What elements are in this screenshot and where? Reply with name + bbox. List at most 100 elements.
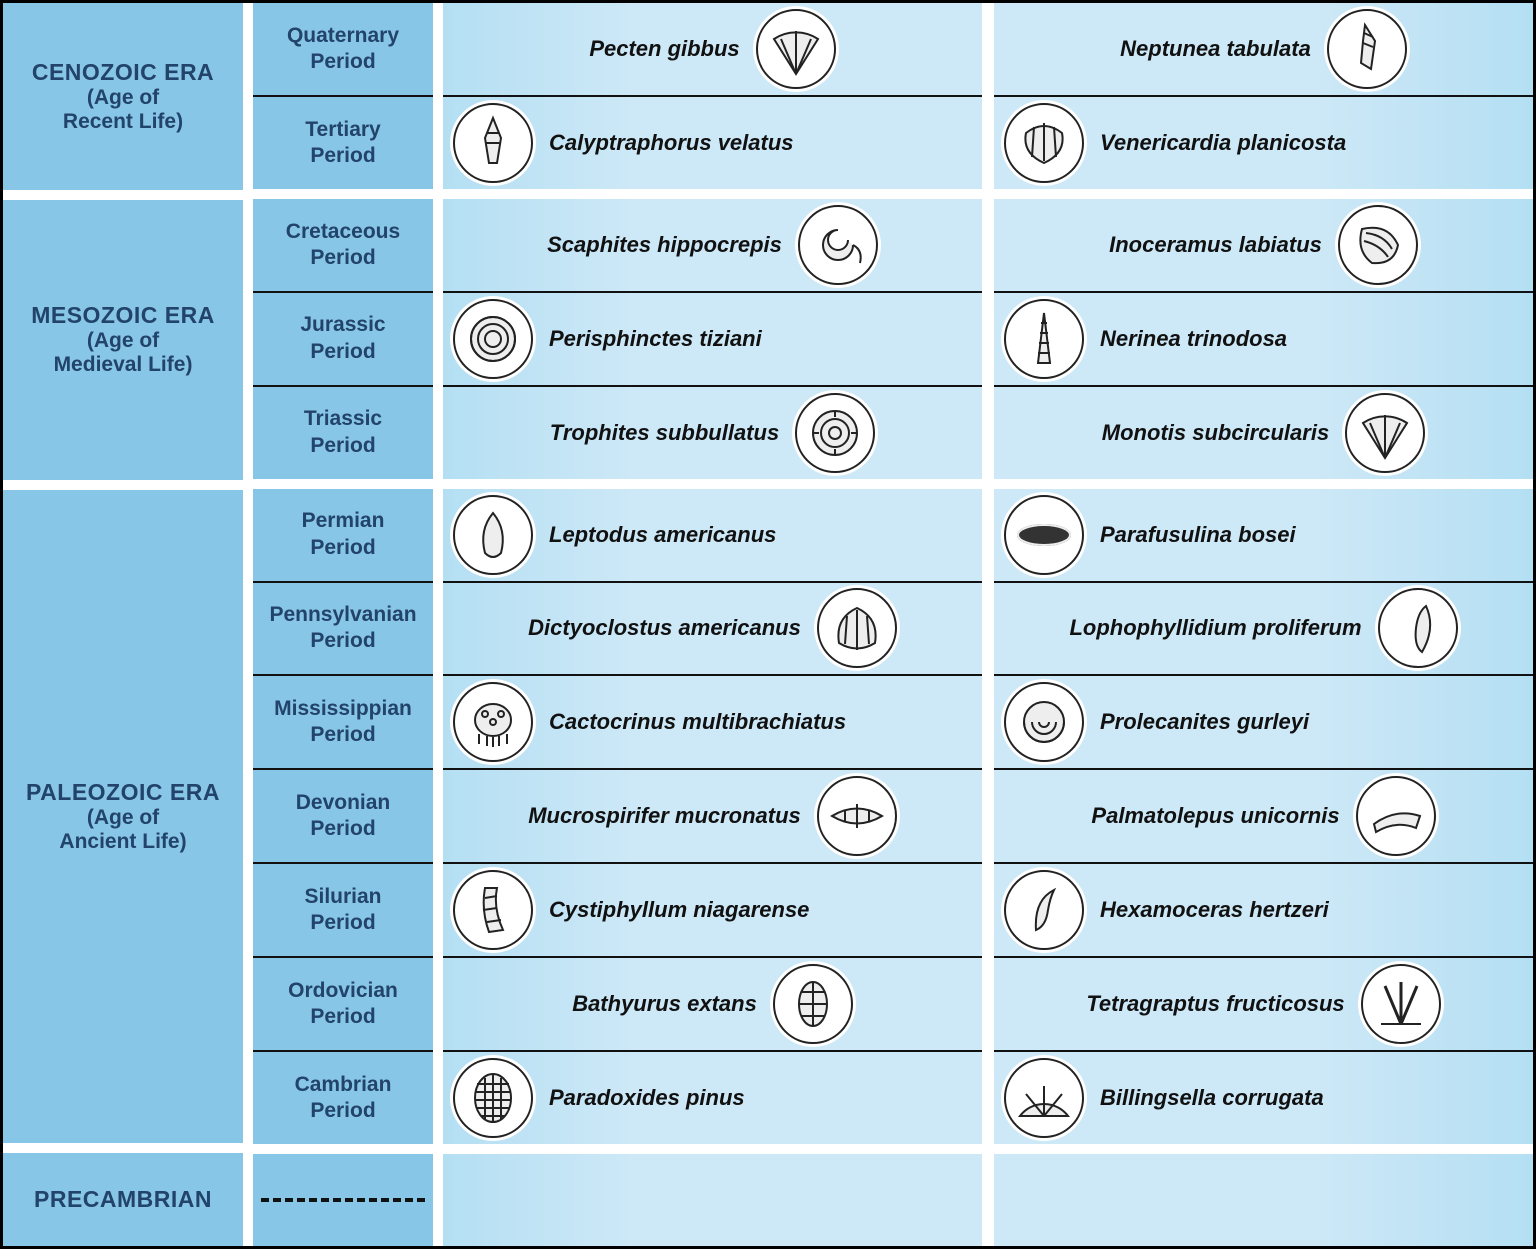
fossil-row: Hexamoceras hertzeri bbox=[994, 864, 1533, 958]
fossil-name: Paradoxides pinus bbox=[549, 1085, 745, 1111]
fossil-icon-clam bbox=[1004, 103, 1084, 183]
fossil-row: Prolecanites gurleyi bbox=[994, 676, 1533, 770]
fossil-icon-curved-horn bbox=[1004, 870, 1084, 950]
fossil-name: Trophites subbullatus bbox=[550, 420, 779, 446]
period-name: CambrianPeriod bbox=[295, 1072, 392, 1125]
fossil-row: Nerinea trinodosa bbox=[994, 293, 1533, 387]
period-name: MississippianPeriod bbox=[274, 696, 412, 749]
fossil-row: Paradoxides pinus bbox=[443, 1052, 982, 1154]
fossil-icon-brachiopod bbox=[817, 588, 897, 668]
fossil-name: Leptodus americanus bbox=[549, 522, 776, 548]
period-name: TertiaryPeriod bbox=[305, 117, 380, 170]
fossil-icon-ammonite bbox=[453, 299, 533, 379]
period-column: QuaternaryPeriod TertiaryPeriod Cretaceous… bbox=[243, 3, 443, 1246]
fossil-name: Inoceramus labiatus bbox=[1109, 232, 1322, 258]
fossil-row: Inoceramus labiatus bbox=[994, 199, 1533, 293]
era-column: CENOZOIC ERA(Age ofRecent Life) MESOZOIC … bbox=[3, 3, 243, 1246]
fossil-row: Neptunea tabulata bbox=[994, 3, 1533, 97]
fossil-row bbox=[994, 1154, 1533, 1246]
period-block: DevonianPeriod bbox=[253, 770, 433, 864]
fossil-row: Leptodus americanus bbox=[443, 489, 982, 583]
fossil-icon-whelk bbox=[1327, 9, 1407, 89]
period-block: PennsylvanianPeriod bbox=[253, 583, 433, 677]
fossil-row: Calyptraphorus velatus bbox=[443, 97, 982, 199]
fossil-name: Calyptraphorus velatus bbox=[549, 130, 794, 156]
period-block: PermianPeriod bbox=[253, 489, 433, 583]
fossil-name: Cystiphyllum niagarense bbox=[549, 897, 809, 923]
fossil-icon-wing-shell bbox=[817, 776, 897, 856]
era-block: PALEOZOIC ERA(Age ofAncient Life) bbox=[3, 490, 243, 1153]
period-name: QuaternaryPeriod bbox=[287, 23, 399, 76]
fossil-icon-fusulinid bbox=[1004, 495, 1084, 575]
era-block: MESOZOIC ERA(Age ofMedieval Life) bbox=[3, 200, 243, 490]
fossil-name: Hexamoceras hertzeri bbox=[1100, 897, 1329, 923]
fossil-icon-crinoid bbox=[453, 682, 533, 762]
fossil-name: Prolecanites gurleyi bbox=[1100, 709, 1309, 735]
fossil-name: Perisphinctes tiziani bbox=[549, 326, 762, 352]
fossil-name: Neptunea tabulata bbox=[1120, 36, 1311, 62]
period-name: SilurianPeriod bbox=[304, 884, 381, 937]
fossil-row: Palmatolepus unicornis bbox=[994, 770, 1533, 864]
period-block: CambrianPeriod bbox=[253, 1052, 433, 1154]
period-name: JurassicPeriod bbox=[300, 312, 385, 365]
era-name: CENOZOIC ERA bbox=[32, 59, 214, 86]
fossil-row: Scaphites hippocrepis bbox=[443, 199, 982, 293]
fossil-row: Dictyoclostus americanus bbox=[443, 583, 982, 677]
precambrian-dashed-rule bbox=[261, 1198, 425, 1202]
era-name: MESOZOIC ERA bbox=[31, 302, 215, 329]
fossil-name: Tetragraptus fructicosus bbox=[1086, 991, 1344, 1017]
period-name: PennsylvanianPeriod bbox=[269, 602, 416, 655]
era-subtitle: (Age ofMedieval Life) bbox=[31, 329, 215, 377]
period-block: SilurianPeriod bbox=[253, 864, 433, 958]
era-subtitle: (Age ofRecent Life) bbox=[32, 86, 214, 134]
period-name: OrdovicianPeriod bbox=[288, 978, 398, 1031]
fossil-row: Tetragraptus fructicosus bbox=[994, 958, 1533, 1052]
era-name: PRECAMBRIAN bbox=[34, 1186, 212, 1213]
fossil-icon-shell-fan bbox=[1345, 393, 1425, 473]
fossil-row: Billingsella corrugata bbox=[994, 1052, 1533, 1154]
period-block: TertiaryPeriod bbox=[253, 97, 433, 199]
fossil-row: Mucrospirifer mucronatus bbox=[443, 770, 982, 864]
fossil-icon-trilobite bbox=[453, 1058, 533, 1138]
period-name: DevonianPeriod bbox=[296, 790, 391, 843]
fossil-name: Parafusulina bosei bbox=[1100, 522, 1296, 548]
era-subtitle: (Age ofAncient Life) bbox=[26, 806, 220, 854]
fossil-row: Parafusulina bosei bbox=[994, 489, 1533, 583]
fossil-row: Cactocrinus multibrachiatus bbox=[443, 676, 982, 770]
fossil-row: Venericardia planicosta bbox=[994, 97, 1533, 199]
fossil-icon-trilobite-small bbox=[773, 964, 853, 1044]
period-block: QuaternaryPeriod bbox=[253, 3, 433, 97]
period-name: PermianPeriod bbox=[302, 508, 385, 561]
fossil-column-left: Pecten gibbus Calyptraphorus velatus Scaph… bbox=[443, 3, 982, 1246]
fossil-row: Perisphinctes tiziani bbox=[443, 293, 982, 387]
fossil-row: Cystiphyllum niagarense bbox=[443, 864, 982, 958]
fossil-column-right: Neptunea tabulata Venericardia planicosta… bbox=[982, 3, 1533, 1246]
fossil-icon-turret bbox=[1004, 299, 1084, 379]
period-block: OrdovicianPeriod bbox=[253, 958, 433, 1052]
fossil-name: Pecten gibbus bbox=[589, 36, 739, 62]
fossil-row: Bathyurus extans bbox=[443, 958, 982, 1052]
fossil-name: Monotis subcircularis bbox=[1102, 420, 1329, 446]
fossil-icon-horn bbox=[1378, 588, 1458, 668]
fossil-row bbox=[443, 1154, 982, 1246]
geologic-time-chart: CENOZOIC ERA(Age ofRecent Life) MESOZOIC … bbox=[0, 0, 1536, 1249]
fossil-icon-ammonite-open bbox=[798, 205, 878, 285]
period-block: CretaceousPeriod bbox=[253, 199, 433, 293]
fossil-icon-graptolite bbox=[1361, 964, 1441, 1044]
fossil-icon-shell-spire bbox=[453, 103, 533, 183]
fossil-icon-snail bbox=[1004, 682, 1084, 762]
fossil-icon-ammonite-lined bbox=[795, 393, 875, 473]
fossil-name: Lophophyllidium proliferum bbox=[1069, 615, 1361, 641]
period-name: CretaceousPeriod bbox=[286, 219, 400, 272]
fossil-name: Cactocrinus multibrachiatus bbox=[549, 709, 846, 735]
fossil-name: Mucrospirifer mucronatus bbox=[528, 803, 801, 829]
fossil-row: Monotis subcircularis bbox=[994, 387, 1533, 489]
period-block: TriassicPeriod bbox=[253, 387, 433, 489]
fossil-row: Lophophyllidium proliferum bbox=[994, 583, 1533, 677]
period-block bbox=[253, 1154, 433, 1246]
fossil-icon-drop-shell bbox=[453, 495, 533, 575]
fossil-icon-conodont bbox=[1356, 776, 1436, 856]
fossil-name: Palmatolepus unicornis bbox=[1091, 803, 1339, 829]
fossil-icon-horn-coral bbox=[453, 870, 533, 950]
period-block: MississippianPeriod bbox=[253, 676, 433, 770]
